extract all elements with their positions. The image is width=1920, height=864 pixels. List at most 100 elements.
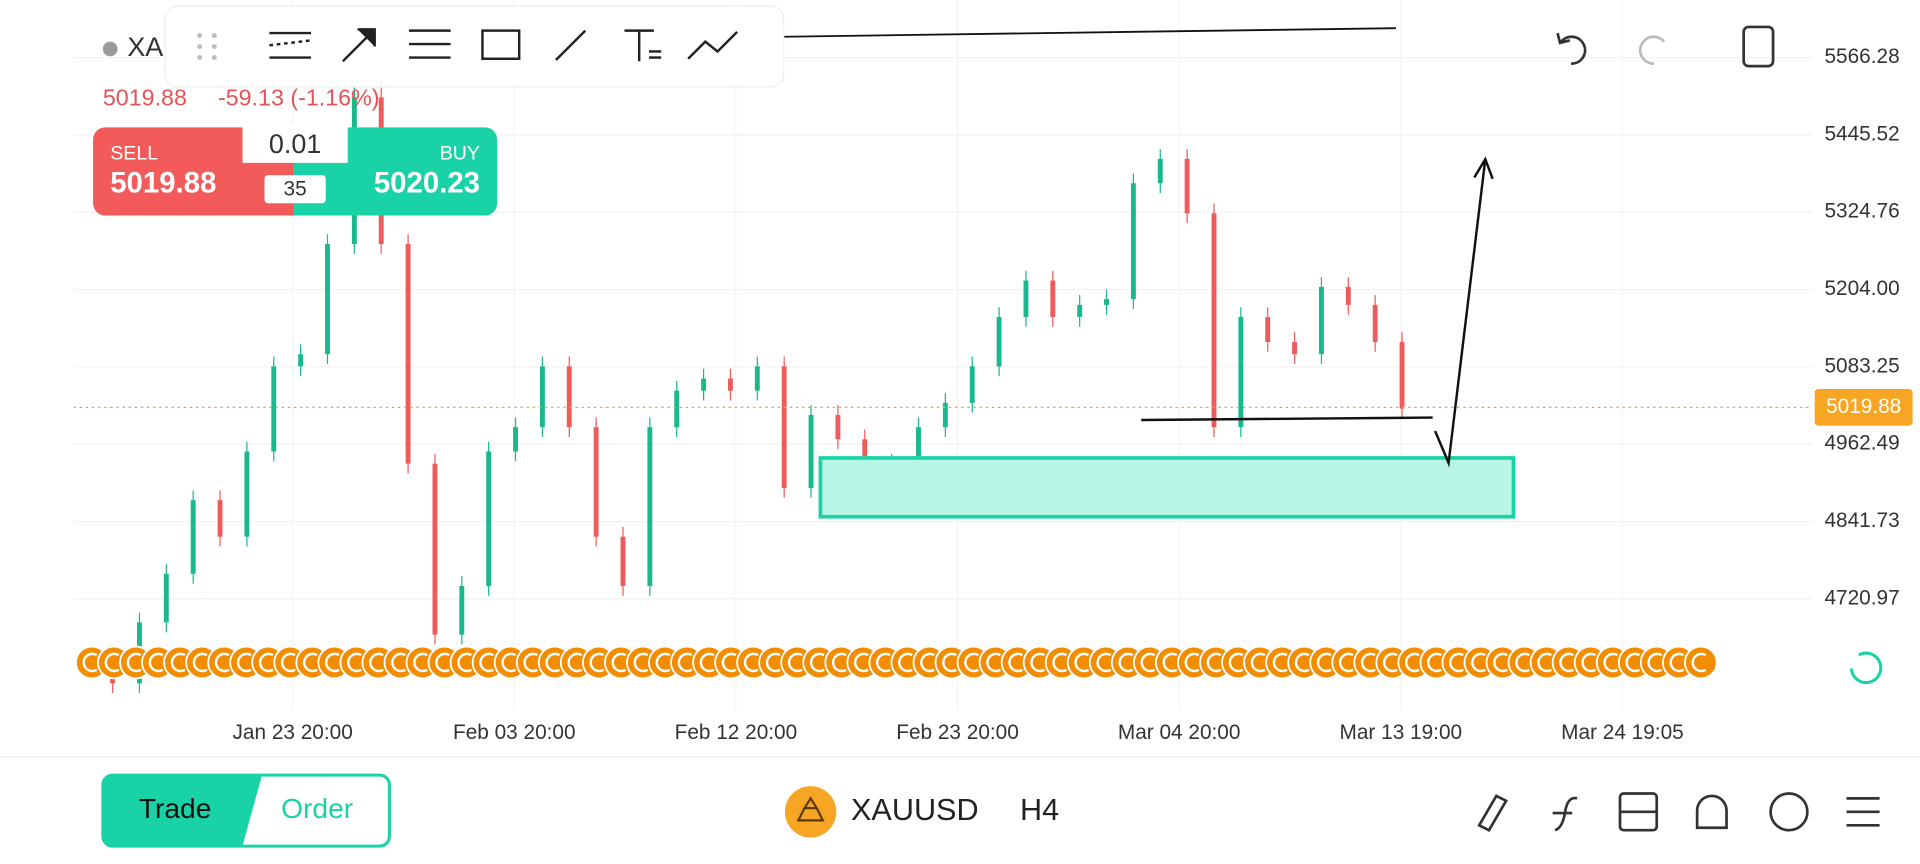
rectangle-tool[interactable] <box>481 29 521 61</box>
sell-price: 5019.88 <box>110 167 216 200</box>
timeframe[interactable]: H4 <box>1020 793 1059 827</box>
event-marker-glyph <box>1206 652 1222 673</box>
redo-button[interactable] <box>1638 35 1666 66</box>
candle <box>1050 280 1056 318</box>
event-marker-glyph <box>831 652 847 673</box>
trade-tab[interactable] <box>102 775 263 847</box>
event-marker-glyph <box>721 652 737 673</box>
arrow-path[interactable] <box>1433 159 1487 468</box>
candle <box>1238 317 1244 428</box>
event-marker-glyph <box>1581 652 1597 673</box>
event-marker-glyph <box>898 652 913 673</box>
event-marker-glyph <box>369 652 384 673</box>
line-tool[interactable] <box>555 29 587 61</box>
event-markers[interactable] <box>75 645 1718 680</box>
event-marker-glyph <box>1162 652 1178 673</box>
layout-button[interactable] <box>1742 25 1775 68</box>
footer-symbol[interactable]: XAUUSD <box>851 793 979 827</box>
event-marker-glyph <box>1316 652 1332 673</box>
replay-button[interactable] <box>1769 792 1809 832</box>
event-marker-glyph <box>413 652 428 673</box>
menu-button[interactable] <box>1846 797 1880 827</box>
price-tick-label: 5324.76 <box>1824 200 1899 223</box>
toolbar-bg <box>164 5 785 88</box>
current-price-label: 5019.88 <box>1826 395 1901 418</box>
event-marker-glyph <box>567 652 583 673</box>
candle <box>1292 342 1298 355</box>
spread: 35 <box>284 177 307 200</box>
candle <box>1157 158 1163 184</box>
event-marker-glyph <box>214 652 230 673</box>
event-marker-glyph <box>104 652 120 673</box>
event-marker-glyph <box>677 652 693 673</box>
event-marker-glyph <box>303 652 318 673</box>
candle <box>539 366 545 428</box>
event-marker-glyph <box>126 652 142 673</box>
price-tick-label: 5445.52 <box>1824 122 1899 145</box>
draw-button[interactable] <box>1477 794 1509 832</box>
event-marker-glyph <box>170 652 186 673</box>
event-marker-glyph <box>236 652 252 673</box>
symbol: XA <box>127 32 163 62</box>
reset-chart-button[interactable] <box>1849 651 1883 685</box>
candle <box>405 244 411 464</box>
candle <box>1319 286 1324 355</box>
event-marker-glyph <box>1559 652 1575 673</box>
volume-input[interactable] <box>242 124 348 163</box>
candle <box>566 366 572 428</box>
undo-button[interactable] <box>1560 35 1587 66</box>
price-tick-label: 4841.73 <box>1824 509 1899 532</box>
drawing-toolbar <box>164 5 785 88</box>
drag-handle[interactable] <box>197 33 217 61</box>
order-tab-label[interactable]: Order <box>281 793 353 824</box>
last-price: 5019.88 <box>103 84 187 110</box>
candle <box>190 500 196 574</box>
text-tool[interactable] <box>624 29 662 62</box>
event-marker-glyph <box>82 652 98 673</box>
candle <box>808 414 814 488</box>
candle <box>459 585 465 635</box>
price-tick-label: 4720.97 <box>1824 586 1899 609</box>
event-marker-glyph <box>787 652 803 673</box>
event-marker-glyph <box>1691 652 1707 673</box>
zone-rectangle[interactable] <box>818 456 1516 519</box>
trade-tab-label[interactable]: Trade <box>139 793 212 824</box>
event-marker-glyph <box>391 652 406 673</box>
candle <box>674 390 680 428</box>
indicator-button[interactable] <box>1552 796 1578 832</box>
price-tick-label: 5204.00 <box>1824 277 1899 300</box>
event-marker-glyph <box>1294 652 1310 673</box>
event-marker-glyph <box>1272 652 1288 673</box>
path-tool[interactable] <box>687 30 739 60</box>
price-tick-label: 5566.28 <box>1824 45 1899 68</box>
event-marker-glyph <box>148 652 164 673</box>
parallel-channel-tool[interactable] <box>269 31 312 59</box>
candle <box>620 536 626 586</box>
arrow-head <box>1473 156 1494 180</box>
candle <box>1345 286 1351 305</box>
candle <box>942 402 948 428</box>
date-label: Feb 03 20:00 <box>453 721 576 744</box>
candle <box>1130 183 1136 300</box>
candle <box>754 366 760 391</box>
trend-line[interactable] <box>783 27 1396 38</box>
event-marker-glyph <box>1074 652 1090 673</box>
event-marker-glyph <box>192 652 208 673</box>
event-marker-glyph <box>1360 652 1376 673</box>
fib-tool[interactable] <box>408 29 451 59</box>
trend-line[interactable] <box>1141 416 1433 422</box>
candle <box>271 366 277 452</box>
candle <box>835 414 841 440</box>
event-marker-glyph <box>589 652 605 673</box>
candle <box>217 500 223 537</box>
alert-button[interactable] <box>1695 794 1728 830</box>
event-marker-glyph <box>1118 652 1134 673</box>
candle <box>727 378 733 391</box>
current-price-tag <box>1814 389 1913 426</box>
arrow-tool[interactable] <box>341 28 376 63</box>
event-marker-glyph <box>1449 652 1464 673</box>
candle <box>593 427 599 537</box>
event-marker <box>1683 645 1718 680</box>
event-marker-glyph <box>964 652 979 673</box>
